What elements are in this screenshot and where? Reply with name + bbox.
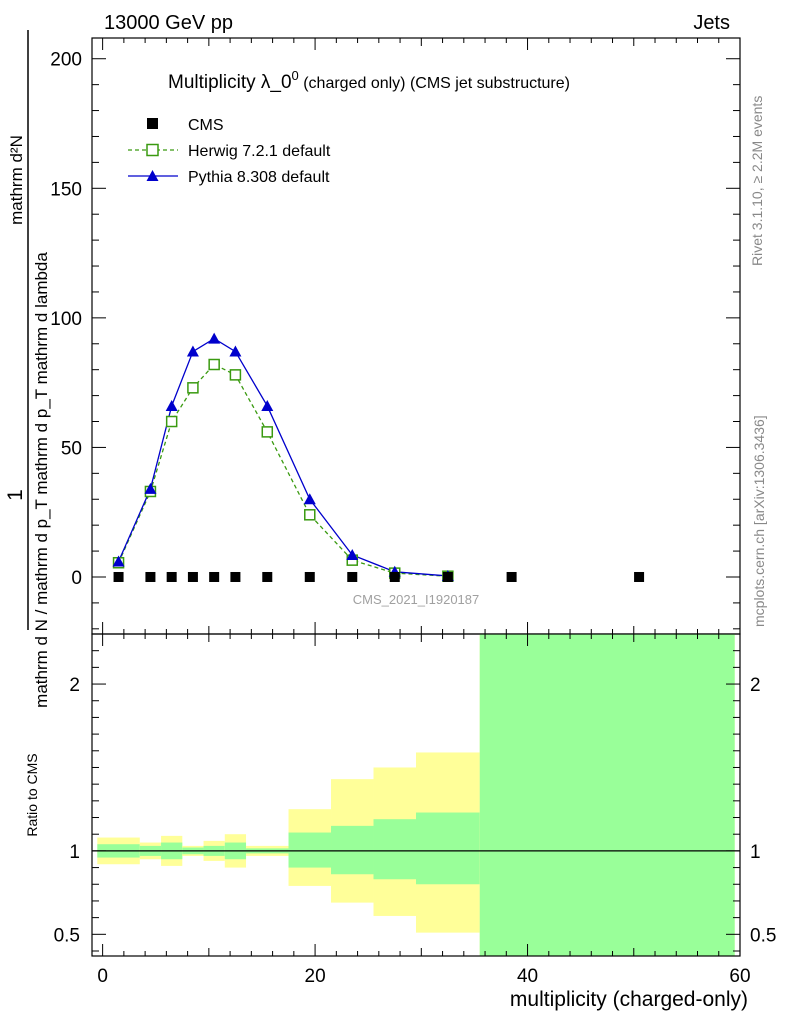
pythia-point-8 (346, 548, 359, 560)
pythia-point-0 (112, 555, 125, 567)
ratio-inner-band-7 (288, 832, 332, 868)
ratio-inner-band-11 (479, 634, 735, 956)
main-ytick-label-100: 100 (50, 309, 82, 330)
rivet-label: Rivet 3.1.10, ≥ 2.2M events (749, 96, 765, 266)
main-ytick-label-0: 0 (71, 568, 82, 589)
pythia-point-4 (208, 332, 221, 344)
ratio-ytick-label-1: 1 (69, 842, 80, 863)
ratio-ytick-label-0.5: 0.5 (54, 925, 80, 946)
ratio-xlabel: multiplicity (charged-only) (510, 988, 748, 1011)
main-ylabel: 1 mathrm d N / mathrm d p_T mathrm d p_T… (4, 30, 51, 708)
legend-cms-label: CMS (188, 117, 224, 134)
cms-point-1 (145, 571, 156, 582)
main-ylabel-denominator: mathrm d N / mathrm d p_T mathrm d p_T m… (32, 252, 51, 708)
ratio-inner-band-8 (331, 825, 374, 875)
cms-point-6 (262, 571, 273, 582)
pythia-point-7 (303, 493, 316, 505)
legend-herwig-label: Herwig 7.2.1 default (188, 143, 331, 160)
herwig-point-2 (165, 415, 178, 428)
main-panel: 0 50 100 150 200 (50, 37, 741, 635)
legend-pythia-label: Pythia 8.308 default (188, 169, 330, 186)
cms-point-0 (113, 571, 124, 582)
main-ytick-label-200: 200 (50, 50, 82, 71)
main-ylabel-topfrac: mathrm d²N (7, 135, 26, 225)
ratio-xtick-label-0: 0 (97, 966, 108, 987)
ratio-xtick-label-60: 60 (729, 966, 750, 987)
herwig-point-4 (208, 358, 220, 371)
legend-pythia-marker (146, 170, 159, 181)
cms-point-12 (634, 571, 645, 582)
mcplots-label: mcplots.cern.ch [arXiv:1306.3436] (751, 415, 767, 627)
ratio-ytick-label-right-2: 2 (750, 675, 761, 696)
cms-point-4 (209, 571, 220, 582)
ratio-xtick-label-20: 20 (305, 966, 326, 987)
cms-point-3 (187, 571, 198, 582)
header-energy: 13000 GeV pp (104, 12, 233, 34)
herwig-point-3 (187, 382, 199, 394)
pythia-line (117, 337, 448, 577)
pythia-point-6 (261, 399, 274, 411)
ratio-panel: 0 20 40 600.5 0.51 12 2 (54, 633, 776, 987)
ratio-ytick-label-right-1: 1 (750, 842, 761, 863)
ratio-ytick-label-right-0.5: 0.5 (750, 925, 776, 946)
plot-title-sup: 0 (292, 68, 299, 83)
cms-point-9 (389, 571, 400, 582)
ratio-ytick-label-2: 2 (69, 675, 80, 696)
pythia-point-3 (186, 345, 199, 357)
herwig-point-5 (229, 369, 242, 381)
pythia-point-2 (165, 399, 178, 411)
plot-title-rest: (charged only) (CMS jet substructure) (299, 75, 570, 92)
analysis-watermark: CMS_2021_I1920187 (353, 592, 480, 607)
herwig-point-7 (304, 509, 316, 521)
pythia-point-5 (229, 345, 242, 357)
main-ytick-label-50: 50 (61, 438, 82, 459)
legend-cms-marker (147, 118, 158, 129)
legend-herwig-marker (146, 143, 159, 157)
legend: CMS Herwig 7.2.1 default Pythia 8.308 de… (128, 117, 331, 186)
cms-point-2 (166, 571, 177, 582)
herwig-line (117, 363, 448, 577)
header-category: Jets (693, 12, 730, 34)
cms-point-8 (347, 571, 358, 582)
plot-title-main: Multiplicity λ_0 (168, 72, 292, 93)
cms-point-11 (506, 571, 517, 582)
cms-point-10 (442, 571, 453, 582)
ratio-ylabel: Ratio to CMS (24, 753, 40, 836)
ratio-frame (91, 633, 741, 957)
main-ytick-label-150: 150 (50, 179, 82, 200)
cms-point-5 (230, 571, 241, 582)
main-ylabel-numerator: 1 (4, 489, 27, 501)
pythia-point-1 (144, 482, 157, 494)
herwig-point-6 (261, 426, 274, 438)
ratio-inner-band-9 (373, 819, 416, 880)
ratio-inner-band-10 (416, 812, 480, 885)
ratio-xtick-label-40: 40 (517, 966, 538, 987)
plot-title: Multiplicity λ_00 (charged only) (CMS je… (168, 68, 570, 93)
cms-point-7 (304, 571, 315, 582)
